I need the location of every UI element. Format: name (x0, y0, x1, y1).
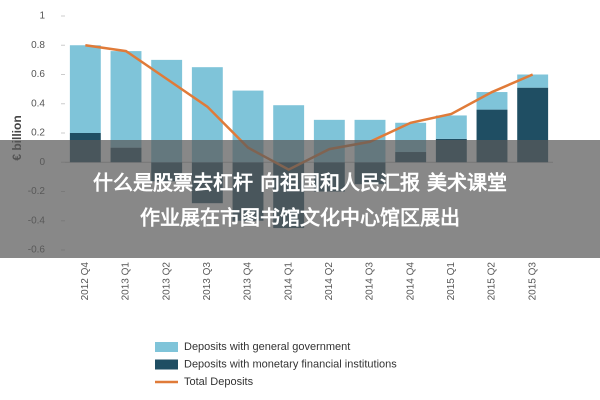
legend-label: Deposits with general government (184, 341, 350, 353)
legend-label: Deposits with monetary financial institu… (184, 358, 397, 370)
x-tick-label: 2013 Q3 (202, 262, 213, 301)
legend-label: Total Deposits (184, 376, 254, 388)
x-tick-label: 2013 Q1 (121, 262, 132, 301)
bar (435, 115, 467, 139)
y-tick-label: 0.2 (31, 128, 45, 139)
bar (517, 74, 549, 88)
x-tick-label: 2015 Q1 (446, 262, 457, 301)
x-tick-label: 2012 Q4 (80, 262, 91, 301)
x-tick-label: 2014 Q1 (283, 262, 294, 301)
bar (69, 45, 101, 133)
x-tick-label: 2015 Q2 (487, 262, 498, 301)
x-tick-label: 2014 Q2 (324, 262, 335, 301)
y-tick-label: 0.8 (31, 40, 45, 51)
caption-line: 作业展在市图书馆文化中心馆区展出 (140, 206, 460, 230)
legend-swatch (155, 359, 178, 370)
x-tick-label: 2013 Q4 (243, 262, 254, 301)
y-tick-label: 0.4 (31, 98, 45, 109)
bar (110, 51, 142, 148)
caption-line: 什么是股票去杠杆 向祖国和人民汇报 美术课堂 (93, 171, 507, 195)
caption-banner (0, 140, 600, 258)
x-tick-label: 2014 Q3 (365, 262, 376, 301)
legend-swatch (155, 342, 178, 352)
x-tick-label: 2013 Q2 (161, 262, 172, 301)
x-tick-label: 2015 Q3 (527, 262, 538, 301)
bar (476, 92, 508, 110)
x-tick-label: 2014 Q4 (405, 262, 416, 301)
y-tick-label: 1 (39, 11, 45, 22)
y-tick-label: 0.6 (31, 69, 45, 80)
